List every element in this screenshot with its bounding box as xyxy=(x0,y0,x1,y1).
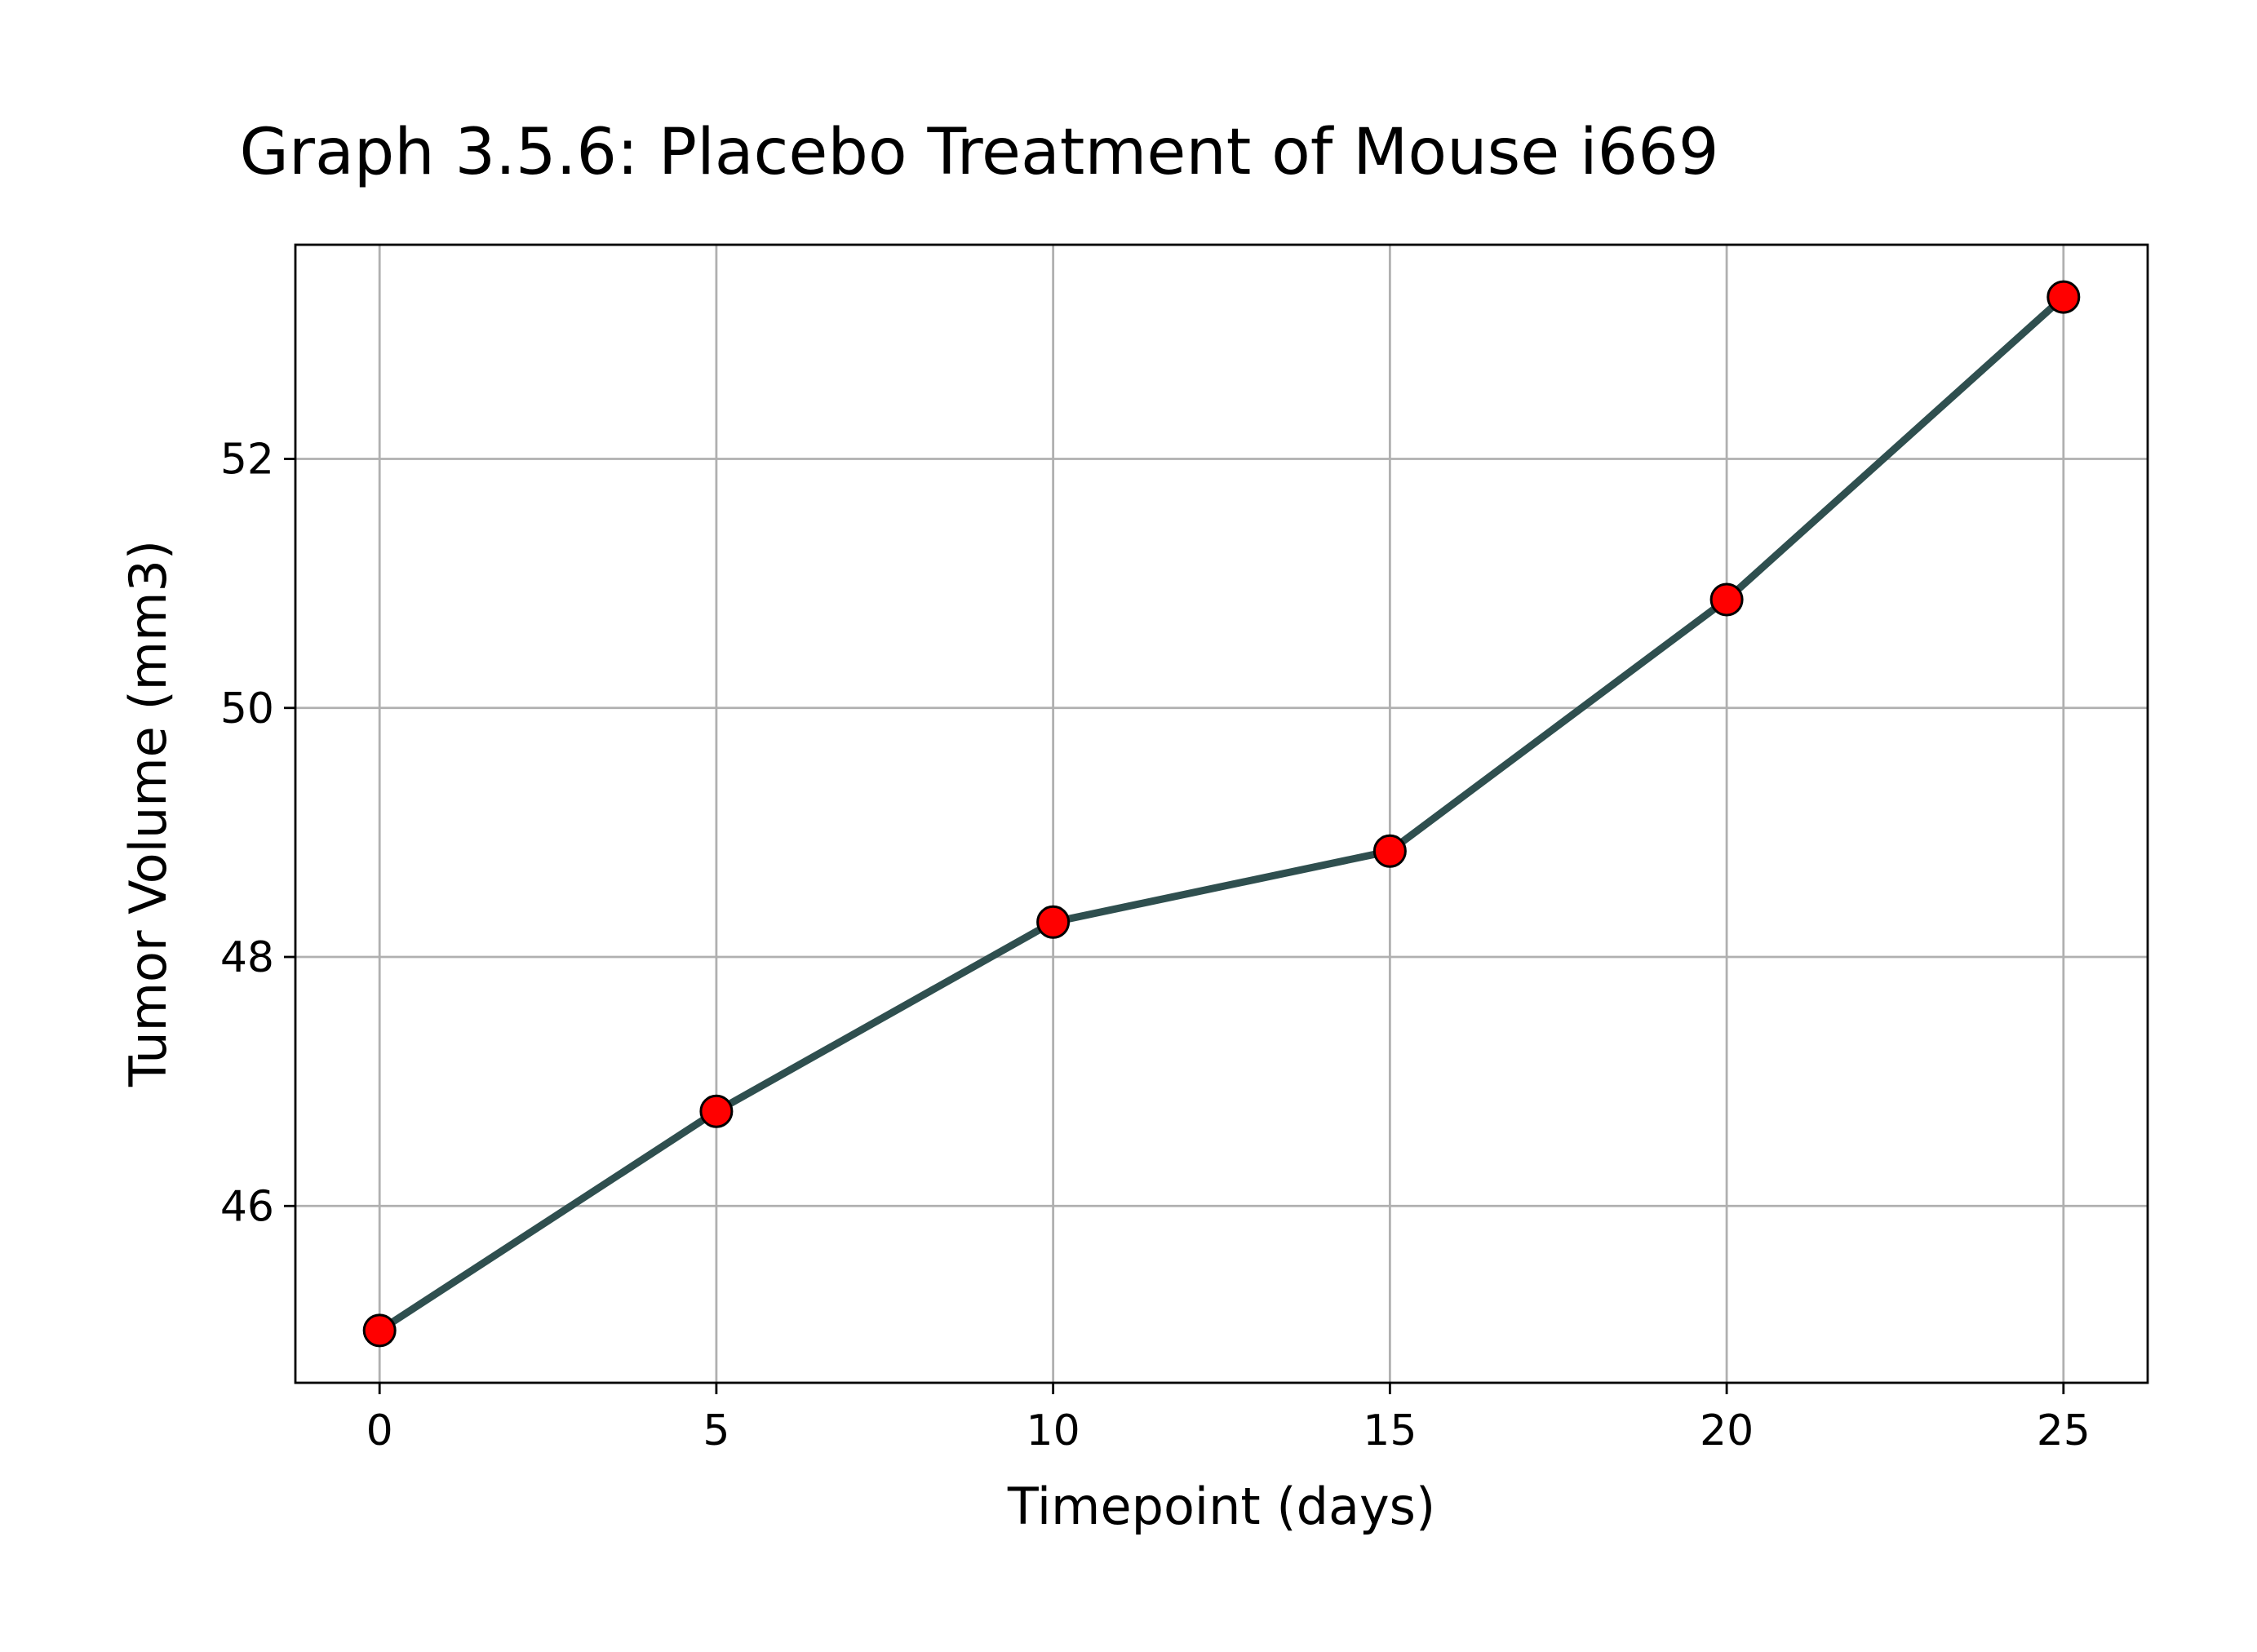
chart-title: Graph 3.5.6: Placebo Treatment of Mouse … xyxy=(239,116,1718,189)
y-tick-label: 52 xyxy=(220,436,274,485)
data-point xyxy=(1372,834,1407,868)
grid xyxy=(295,245,2148,1383)
y-tick-label: 46 xyxy=(220,1182,274,1231)
y-axis: 46 48 50 52 xyxy=(220,436,295,1231)
series-line xyxy=(375,293,2068,1335)
y-tick-label: 48 xyxy=(220,933,274,982)
series-group xyxy=(362,280,2081,1348)
data-point xyxy=(699,1094,734,1128)
x-tick-label: 0 xyxy=(366,1406,393,1455)
data-point xyxy=(1709,582,1744,617)
y-axis-label: Tumor Volume (mm3) xyxy=(118,540,178,1087)
x-tick-label: 5 xyxy=(703,1406,729,1455)
x-tick-label: 20 xyxy=(1700,1406,1754,1455)
x-tick-label: 25 xyxy=(2037,1406,2091,1455)
x-tick-label: 15 xyxy=(1363,1406,1417,1455)
y-tick-label: 50 xyxy=(220,684,274,733)
data-point xyxy=(362,1313,397,1348)
data-point xyxy=(2046,280,2081,314)
x-axis-label: Timepoint (days) xyxy=(1007,1477,1435,1536)
data-point xyxy=(1036,905,1071,939)
x-tick-label: 10 xyxy=(1027,1406,1080,1455)
x-axis: 0 5 10 15 20 25 xyxy=(366,1383,2091,1455)
plot-frame xyxy=(294,243,2149,1384)
